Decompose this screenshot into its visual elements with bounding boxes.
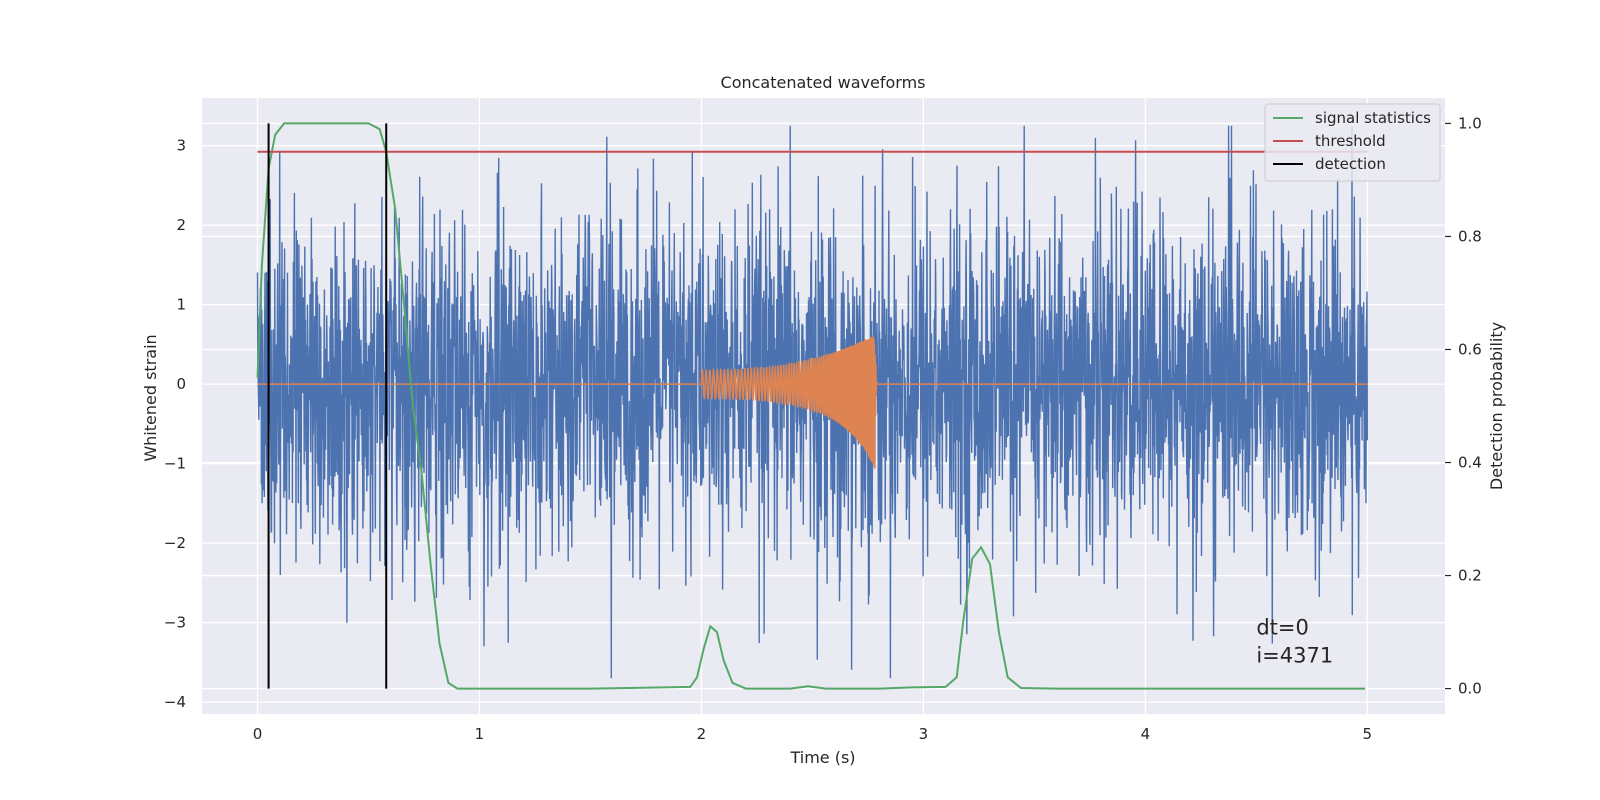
y-right-tick-label: 0.8: [1458, 227, 1482, 245]
y-axis-label-right: Detection probability: [1487, 322, 1506, 490]
right-axis: 0.0 0.2 0.4 0.6 0.8 1.0: [1445, 114, 1482, 697]
y-left-tick-label: 3: [176, 137, 186, 155]
x-axis-label: Time (s): [789, 748, 855, 767]
y-right-tick-label: 1.0: [1458, 114, 1482, 132]
y-left-tick-label: 2: [176, 216, 186, 234]
y-axis-label-left: Whitened strain: [141, 334, 160, 461]
legend: signal statistics threshold detection: [1265, 104, 1440, 181]
x-tick-label: 3: [919, 725, 929, 743]
annotation-text: i=4371: [1256, 643, 1333, 667]
chart: −4 −3 −2 −1 0 1 2 3 0.0 0.2 0.4 0.6 0.8 1.0 0 1 2 3 4 5 C…: [0, 0, 1600, 800]
x-axis: 0 1 2 3 4 5: [253, 725, 1372, 743]
legend-label: signal statistics: [1315, 109, 1431, 127]
y-left-tick-label: 1: [176, 296, 186, 314]
annotation-text: dt=0: [1256, 616, 1309, 640]
y-right-tick-label: 0.0: [1458, 680, 1482, 698]
y-left-tick-label: 0: [176, 375, 186, 393]
y-right-tick-label: 0.4: [1458, 454, 1482, 472]
legend-label: threshold: [1315, 132, 1386, 150]
x-tick-label: 5: [1363, 725, 1373, 743]
x-tick-label: 2: [697, 725, 707, 743]
x-tick-label: 0: [253, 725, 263, 743]
x-tick-label: 4: [1141, 725, 1151, 743]
left-axis: −4 −3 −2 −1 0 1 2 3: [164, 137, 186, 711]
legend-label: detection: [1315, 155, 1386, 173]
y-left-tick-label: −4: [164, 693, 186, 711]
y-left-tick-label: −1: [164, 455, 186, 473]
y-right-tick-label: 0.6: [1458, 340, 1482, 358]
y-left-tick-label: −2: [164, 534, 186, 552]
x-tick-label: 1: [475, 725, 485, 743]
y-right-tick-label: 0.2: [1458, 567, 1482, 585]
y-left-tick-label: −3: [164, 614, 186, 632]
chart-title: Concatenated waveforms: [721, 73, 926, 92]
